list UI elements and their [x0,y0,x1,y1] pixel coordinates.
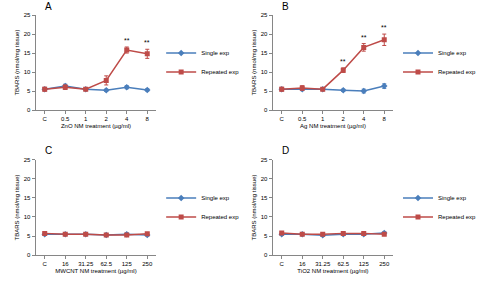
svg-text:C: C [45,145,52,156]
svg-text:Single exp: Single exp [201,195,230,201]
svg-text:A: A [45,1,52,12]
svg-text:16: 16 [299,261,306,267]
svg-text:25: 25 [261,12,268,18]
svg-text:Single exp: Single exp [201,50,230,56]
svg-text:250: 250 [379,261,390,267]
svg-text:125: 125 [359,261,370,267]
svg-text:20: 20 [261,31,268,37]
svg-text:C: C [43,116,48,122]
svg-text:5: 5 [264,233,268,239]
svg-text:62.5: 62.5 [337,261,349,267]
svg-text:TBARS (nmol/mg tissue): TBARS (nmol/mg tissue) [14,174,20,240]
svg-text:TBARS (nmol/mg tissue): TBARS (nmol/mg tissue) [14,30,20,96]
svg-text:10: 10 [261,69,268,75]
svg-text:15: 15 [24,195,31,201]
svg-text:C: C [280,116,285,122]
svg-text:TBARS (nmol/mg tissue): TBARS (nmol/mg tissue) [251,30,257,96]
svg-text:5: 5 [27,88,31,94]
svg-text:5: 5 [27,233,31,239]
svg-text:31.25: 31.25 [78,261,94,267]
svg-text:15: 15 [261,50,268,56]
svg-text:0: 0 [264,252,268,258]
svg-text:Ag NM treatment (µg/ml): Ag NM treatment (µg/ml) [300,123,366,129]
svg-text:MWCNT NM treatment (µg/ml): MWCNT NM treatment (µg/ml) [55,268,136,274]
svg-text:Repeated exp: Repeated exp [438,214,476,220]
svg-text:10: 10 [24,69,31,75]
svg-text:20: 20 [261,176,268,182]
svg-text:Single exp: Single exp [438,50,467,56]
svg-text:0.5: 0.5 [61,116,70,122]
svg-text:Repeated exp: Repeated exp [201,214,239,220]
svg-text:**: ** [340,58,346,65]
svg-text:1: 1 [321,116,325,122]
svg-text:TBARS (nmol/mg tissue): TBARS (nmol/mg tissue) [251,174,257,240]
svg-text:Single exp: Single exp [438,195,467,201]
svg-text:B: B [282,1,289,12]
svg-text:16: 16 [62,261,69,267]
svg-text:10: 10 [261,214,268,220]
svg-text:**: ** [144,39,150,46]
svg-text:0: 0 [27,107,31,113]
svg-text:TiO2 NM treatment (µg/ml): TiO2 NM treatment (µg/ml) [297,268,368,274]
svg-text:20: 20 [24,176,31,182]
svg-text:C: C [43,261,48,267]
svg-text:125: 125 [122,261,133,267]
svg-text:4: 4 [362,116,366,122]
svg-text:4: 4 [125,116,129,122]
svg-text:8: 8 [146,116,150,122]
svg-text:D: D [282,145,289,156]
svg-text:Repeated exp: Repeated exp [438,69,476,75]
svg-text:**: ** [361,34,367,41]
svg-text:25: 25 [24,157,31,163]
svg-text:1: 1 [84,116,88,122]
svg-text:0: 0 [27,252,31,258]
svg-text:8: 8 [383,116,387,122]
svg-text:ZnO NM treatment (µg/ml): ZnO NM treatment (µg/ml) [61,123,131,129]
svg-text:0.5: 0.5 [298,116,307,122]
svg-text:5: 5 [264,88,268,94]
svg-text:25: 25 [24,12,31,18]
svg-text:**: ** [381,24,387,31]
svg-text:15: 15 [24,50,31,56]
svg-text:62.5: 62.5 [100,261,112,267]
svg-text:C: C [280,261,285,267]
svg-text:**: ** [124,37,130,44]
svg-text:2: 2 [342,116,346,122]
svg-text:250: 250 [142,261,153,267]
svg-text:Repeated exp: Repeated exp [201,69,239,75]
svg-text:15: 15 [261,195,268,201]
svg-text:10: 10 [24,214,31,220]
svg-text:31.25: 31.25 [315,261,331,267]
svg-text:2: 2 [105,116,109,122]
svg-text:0: 0 [264,107,268,113]
svg-text:20: 20 [24,31,31,37]
svg-text:25: 25 [261,157,268,163]
